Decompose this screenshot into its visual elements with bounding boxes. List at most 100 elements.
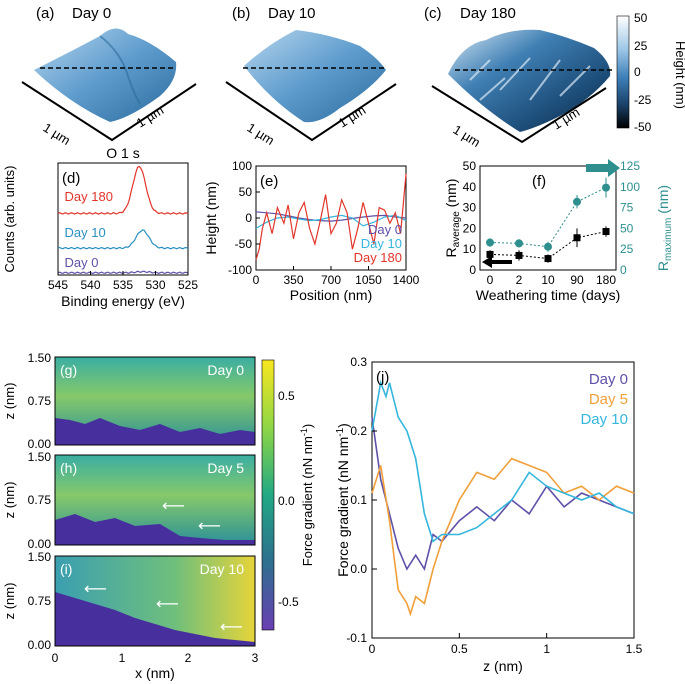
chart-d: Day 180 Day 10 Day 0 545 540 535 530 525Binding… [2, 145, 198, 309]
map-h-label: (h) [60, 460, 77, 476]
map-ylabel: z (nm) [2, 383, 17, 420]
chart-f-ytick-left: 20 [463, 221, 477, 235]
chart-e-xtick-label: 350 [283, 273, 303, 287]
map-ytick: 0.00 [28, 638, 52, 652]
chart-e-legend-entry: Day 10 [361, 236, 402, 251]
panel-c: (c) Day 180 1 µm 1 µm [424, 5, 612, 150]
map-ytick: 1.50 [28, 550, 52, 564]
chart-f-ytick-left: 30 [463, 201, 477, 215]
chart-f-ylabel-left: Raverage (nm) [443, 179, 462, 258]
panel-c-axis1: 1 µm [450, 122, 483, 150]
panel-b-title: Day 10 [268, 5, 316, 22]
chart-j-label: (j) [376, 369, 389, 386]
panel-c-title: Day 180 [460, 5, 516, 22]
chart-f-ytick-left: 50 [463, 159, 477, 173]
panel-b-label: (b) [232, 5, 250, 22]
chart-f-label: (f) [532, 173, 546, 190]
height-colorbar-tick: -25 [634, 93, 652, 107]
map-h-substrate [55, 514, 255, 545]
map-ytick: 0.75 [28, 493, 52, 507]
map-ylabel: z (nm) [2, 482, 17, 519]
chart-f-ytick-right: 50 [620, 221, 634, 235]
chart-j-xtick-label: 1.5 [626, 642, 643, 656]
panel-a: (a) Day 0 1 µm 1 µm [21, 5, 197, 148]
chart-e-legend-entry: Day 0 [368, 222, 402, 237]
panel-c-label: (c) [424, 5, 442, 22]
chart-d-xtick-label: 535 [113, 278, 133, 292]
chart-f-ytick-left: 0 [469, 263, 476, 277]
chart-f-point-circle [515, 239, 523, 248]
chart-j-xlabel: z (nm) [483, 658, 523, 674]
chart-j-ylabel: Force gradient (nN nm-1) [335, 423, 351, 577]
chart-f-xlabel: Weathering time (days) [476, 287, 620, 303]
force-colorbar-tick: 0.0 [278, 494, 295, 508]
chart-f-ylabel-left-sub: average [451, 211, 462, 248]
panel-b-surface [244, 30, 386, 123]
chart-e-xtick-label: 0 [253, 273, 260, 287]
height-colorbar: 50 25 0 -25 -50 Height (nm) [616, 11, 685, 134]
map-i-substrate [55, 592, 255, 646]
chart-d-xlabel: Binding energy (eV) [61, 293, 185, 309]
chart-f-ylabel-right-unit: (nm) [655, 185, 671, 218]
force-colorbar: 0.5 0.0 -0.5 Force gradient (nN nm-1) [261, 359, 315, 631]
height-colorbar-tick: -50 [634, 120, 652, 134]
map-xtick: 2 [185, 651, 192, 665]
chart-d-series-line [57, 229, 189, 250]
chart-f-ylabel-left-main: R [443, 247, 459, 257]
chart-f-ylabel-right-main: R [655, 261, 671, 271]
height-colorbar-tick: 50 [634, 11, 648, 25]
force-colorbar-label: Force gradient (nN nm-1) [299, 424, 315, 566]
chart-j-ylabel-main: Force gradient (nN nm [335, 437, 351, 577]
chart-f-point-circle [486, 238, 494, 247]
panel-a-title: Day 0 [72, 5, 111, 22]
panel-b-axis1: 1 µm [244, 120, 277, 148]
map-ytick: 0.00 [28, 537, 52, 551]
map-i: (i) Day 10 ⟵ ⟵ ⟵ [54, 555, 256, 647]
map-xtick: 0 [52, 651, 59, 665]
chart-d-label: (d) [62, 170, 80, 187]
map-h-frame [54, 454, 256, 546]
chart-f-series-line [489, 187, 607, 248]
chart-j-xtick-label: 0 [369, 642, 376, 656]
force-colorbar-label-sup: -1 [299, 428, 309, 436]
maps-axes: 1.50 0.75 0.00 1.50 0.75 0.00 1.50 0.75 … [2, 351, 259, 681]
panel-a-axes [21, 81, 197, 142]
chart-j-series-line [371, 457, 635, 617]
chart-f-ylabel-right: Rmaximum (nm) [655, 185, 674, 271]
chart-e-ytick-label: 50 [239, 185, 253, 199]
chart-j-ytick-label: 0.0 [350, 562, 367, 576]
chart-f-frame [479, 165, 617, 271]
chart-f-ytick-right: 75 [620, 201, 634, 215]
panel-c-axes [431, 85, 607, 144]
chart-d-legend-entry: Day 0 [65, 255, 99, 270]
map-h-arrow-left-icon: ⟵ [162, 498, 185, 515]
chart-j-xtick-label: 0.5 [451, 642, 468, 656]
chart-f-point-circle [573, 197, 581, 206]
chart-f-ytick-right: 100 [620, 180, 640, 194]
chart-f-xtick-label: 2 [516, 273, 523, 287]
map-g-frame [54, 356, 256, 446]
map-g-label: (g) [60, 362, 77, 378]
force-colorbar-tick: 0.5 [278, 389, 295, 403]
force-colorbar-label-main: Force gradient (nN nm [300, 436, 315, 566]
panel-a-surface [34, 28, 177, 122]
chart-j: 0 0.5 1 1.5 0.3 0.2 0.1 0.0 -0.1 z (nm) Force grad… [335, 355, 643, 674]
map-i-frame [54, 555, 256, 647]
chart-f-point-square [602, 228, 610, 236]
chart-e: 0 350 700 1050 1400 100 50 0 -50 -100 Position (nm… [203, 159, 420, 303]
chart-j-ytick-label: 0.1 [350, 493, 367, 507]
map-i-label: (i) [60, 561, 72, 577]
chart-j-series-line [371, 417, 635, 572]
chart-j-ytick-label: -0.1 [346, 631, 367, 645]
chart-f-ytick-right: 125 [620, 159, 640, 173]
chart-f-ytick-right: 0 [620, 263, 627, 277]
chart-e-xtick-label: 700 [321, 273, 341, 287]
chart-j-ylabel-end: ) [335, 423, 351, 428]
chart-j-legend-entry: Day 10 [580, 411, 628, 428]
chart-j-series-line [371, 379, 635, 543]
chart-d-xtick-label: 540 [80, 278, 100, 292]
chart-f-arrow-left-icon [482, 256, 512, 268]
force-colorbar-gradient [261, 359, 275, 631]
chart-j-legend-entry: Day 0 [589, 371, 628, 388]
